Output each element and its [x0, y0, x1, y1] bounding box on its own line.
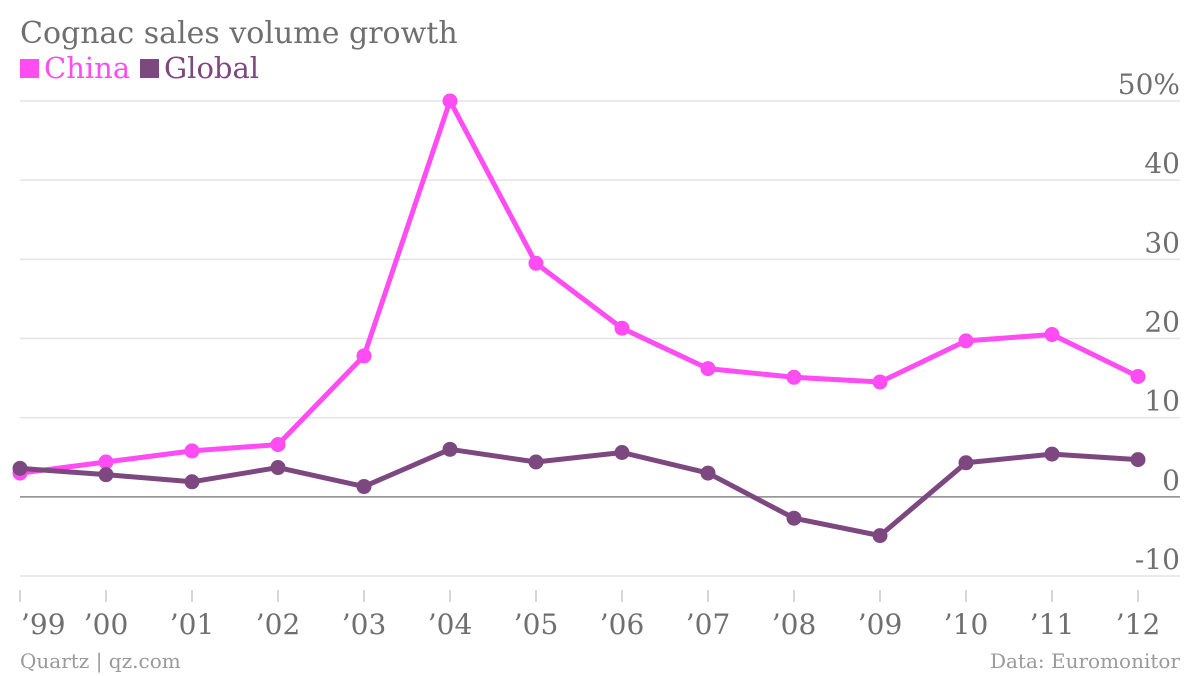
x-tick-label: ’06 [600, 608, 645, 641]
y-tick-label: 0 [1162, 464, 1180, 497]
data-source: Data: Euromonitor [990, 649, 1180, 673]
data-point-china [614, 320, 630, 336]
x-tick-label: ’99 [21, 608, 66, 641]
y-tick-label: 30 [1144, 226, 1180, 259]
data-point-china [270, 437, 286, 453]
x-tick-label: ’03 [342, 608, 387, 641]
y-tick-label: 40 [1144, 147, 1180, 180]
data-point-global [356, 479, 372, 495]
data-point-china [442, 93, 458, 109]
data-point-global [614, 445, 630, 460]
data-point-china [958, 333, 974, 349]
data-point-china [786, 369, 802, 385]
data-point-global [12, 460, 28, 476]
data-point-global [98, 467, 114, 483]
gridlines [20, 100, 1180, 577]
x-tick-label: ’02 [256, 608, 301, 641]
legend-swatch-china [20, 59, 39, 78]
x-axis-ticks: ’99 ’00 ’01 ’02 ’03 ’04 ’05 ’06 ’07 ’08 ’09 ’10 ’11 ’… [19, 590, 1161, 641]
x-tick-label: ’12 [1116, 608, 1161, 641]
data-point-global [184, 474, 200, 490]
data-point-global [1130, 452, 1146, 468]
x-tick-label: ’11 [1030, 608, 1075, 641]
x-tick-label: ’08 [772, 608, 817, 641]
x-tick-label: ’07 [686, 608, 731, 641]
y-tick-label: 20 [1144, 306, 1180, 339]
legend-label-china: China [44, 51, 130, 85]
x-tick-label: ’05 [514, 608, 559, 641]
y-tick-label: 10 [1144, 385, 1180, 418]
data-point-china [700, 361, 716, 377]
y-tick-label: -10 [1135, 543, 1180, 576]
data-point-china [98, 454, 114, 470]
x-tick-label: ’09 [858, 608, 903, 641]
legend-label-global: Global [164, 51, 259, 85]
series-line-global [17, 446, 1141, 539]
x-tick-label: ’01 [170, 608, 215, 641]
y-axis-ticks: 50% 40 30 20 10 0 -10 [1118, 68, 1180, 576]
data-point-china [1130, 369, 1146, 384]
data-point-global [270, 460, 286, 476]
data-point-global [958, 455, 974, 471]
x-tick-label: ’00 [84, 608, 129, 641]
series-lines [12, 93, 1146, 544]
data-point-global [442, 441, 458, 457]
data-point-china [1044, 327, 1060, 343]
data-point-global [700, 465, 716, 481]
source-credit: Quartz | qz.com [20, 649, 181, 674]
data-point-global [872, 528, 888, 544]
data-point-china [184, 443, 200, 459]
legend: China Global [20, 51, 259, 85]
data-point-global [1044, 446, 1060, 462]
data-point-china [872, 374, 888, 390]
x-tick-label: ’04 [428, 608, 473, 641]
series-line-china [17, 98, 1141, 476]
data-point-china [356, 348, 372, 364]
data-point-global [528, 454, 544, 470]
x-tick-label: ’10 [944, 608, 989, 641]
chart-title: Cognac sales volume growth [20, 16, 458, 51]
data-point-china [528, 255, 544, 271]
y-tick-label: 50% [1118, 68, 1180, 101]
legend-swatch-global [140, 59, 159, 78]
data-point-global [786, 510, 802, 526]
